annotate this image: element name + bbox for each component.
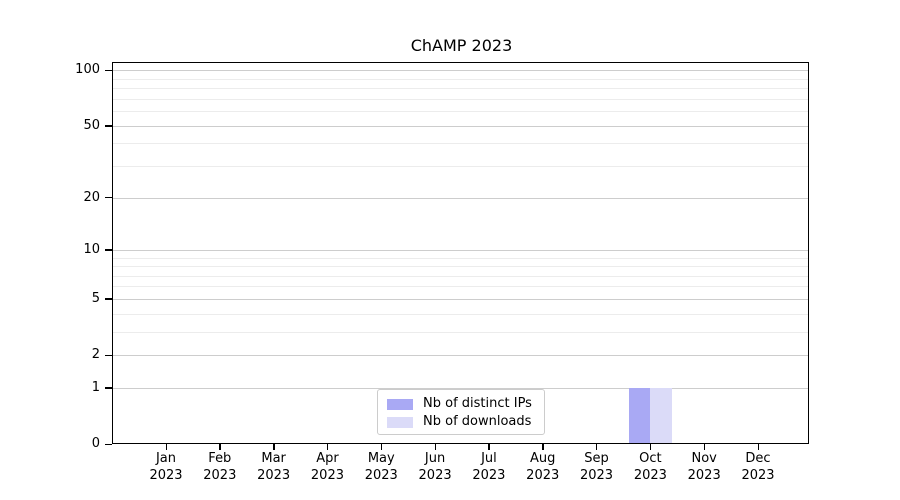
- x-axis-tick: [757, 444, 759, 450]
- x-tick-label: Jul 2023: [457, 450, 521, 484]
- y-axis-tick: [105, 354, 112, 356]
- x-tick-label: Jan 2023: [134, 450, 198, 484]
- x-tick-month: Aug: [530, 451, 556, 466]
- y-tick-label: 1: [91, 379, 100, 395]
- legend-item: Nb of distinct IPs: [378, 395, 544, 413]
- gridline-minor: [113, 143, 809, 145]
- x-tick-month: Jan: [155, 451, 177, 466]
- y-tick-label: 5: [91, 290, 100, 306]
- y-tick-label: 20: [83, 189, 100, 205]
- gridline-major: [113, 197, 809, 199]
- y-tick-label: 100: [75, 62, 100, 78]
- y-tick-label: 10: [83, 241, 100, 257]
- x-tick-label: Sep 2023: [565, 450, 629, 484]
- gridline-minor: [113, 331, 809, 333]
- x-tick-label: Dec 2023: [726, 450, 790, 484]
- plot-area: [112, 62, 809, 444]
- y-axis-tick: [105, 125, 112, 127]
- legend: Nb of distinct IPs Nb of downloads: [377, 389, 545, 435]
- legend-label: Nb of downloads: [423, 414, 532, 429]
- y-axis-tick: [105, 69, 112, 72]
- x-tick-month: Jul: [481, 451, 497, 466]
- x-tick-label: May 2023: [349, 450, 413, 484]
- x-tick-month: Apr: [316, 451, 339, 466]
- bar-nb-of-distinct-ips: [628, 387, 651, 444]
- y-tick-label: 2: [91, 347, 100, 363]
- x-axis-tick: [326, 444, 329, 450]
- legend-item: Nb of downloads: [378, 413, 544, 431]
- x-tick-label: Apr 2023: [295, 450, 359, 484]
- x-axis-tick: [380, 444, 383, 450]
- x-tick-label: Aug 2023: [511, 450, 575, 484]
- gridline-minor: [113, 313, 809, 315]
- x-axis-tick: [542, 444, 544, 450]
- x-tick-month: May: [367, 451, 395, 466]
- x-tick-label: Jun 2023: [403, 450, 467, 484]
- x-tick-month: Nov: [691, 451, 717, 466]
- y-tick-label: 50: [83, 117, 100, 133]
- x-axis-tick: [488, 444, 490, 450]
- y-axis-tick: [105, 249, 112, 251]
- x-tick-month: Sep: [584, 451, 609, 466]
- x-tick-year: 2023: [526, 468, 560, 483]
- x-tick-year: 2023: [741, 468, 775, 483]
- x-axis-tick: [219, 444, 221, 450]
- y-axis-tick: [105, 387, 112, 389]
- x-axis-tick: [434, 444, 436, 450]
- x-tick-label: Oct 2023: [618, 450, 682, 484]
- x-tick-month: Dec: [745, 451, 771, 466]
- chart-title: ChAMP 2023: [410, 36, 513, 55]
- y-axis-tick: [105, 298, 112, 300]
- gridline-minor: [113, 286, 809, 288]
- y-axis-tick: [105, 197, 112, 199]
- x-tick-year: 2023: [579, 468, 614, 483]
- x-tick-label: Feb 2023: [188, 450, 252, 484]
- gridline-major: [113, 298, 809, 300]
- gridline-minor: [113, 165, 809, 167]
- x-tick-year: 2023: [203, 468, 237, 483]
- x-tick-year: 2023: [418, 468, 452, 483]
- x-axis-tick: [649, 444, 652, 450]
- x-tick-year: 2023: [472, 468, 506, 483]
- x-tick-year: 2023: [687, 468, 721, 483]
- gridline-minor: [113, 275, 809, 277]
- legend-label: Nb of distinct IPs: [423, 396, 532, 411]
- x-tick-year: 2023: [310, 468, 344, 483]
- gridline-minor: [113, 88, 809, 90]
- x-tick-month: Feb: [208, 451, 232, 466]
- gridline-major: [113, 387, 809, 389]
- x-tick-label: Nov 2023: [672, 450, 736, 484]
- x-axis-tick: [596, 444, 598, 450]
- y-axis-tick: [105, 443, 112, 445]
- gridline-minor: [113, 257, 809, 259]
- x-tick-year: 2023: [633, 468, 667, 483]
- gridline-major: [113, 70, 809, 72]
- x-tick-month: Mar: [261, 451, 286, 466]
- legend-swatch: [387, 398, 413, 410]
- y-tick-label: 0: [91, 436, 100, 451]
- gridline-minor: [113, 78, 809, 80]
- x-axis-tick: [165, 444, 167, 450]
- x-tick-year: 2023: [149, 468, 183, 483]
- x-tick-year: 2023: [257, 468, 291, 483]
- x-tick-month: Jun: [424, 451, 446, 466]
- x-tick-month: Oct: [639, 451, 662, 466]
- gridline-minor: [113, 266, 809, 268]
- gridline-minor: [113, 111, 809, 113]
- gridline-major: [113, 355, 809, 357]
- bar-nb-of-downloads: [650, 387, 672, 444]
- x-tick-label: Mar 2023: [242, 450, 306, 484]
- gridline-major: [113, 249, 809, 251]
- x-axis-tick: [273, 444, 275, 450]
- x-tick-year: 2023: [364, 468, 398, 483]
- x-axis-tick: [703, 444, 706, 450]
- gridline-minor: [113, 98, 809, 100]
- gridline-major: [113, 125, 809, 127]
- legend-swatch: [387, 416, 413, 428]
